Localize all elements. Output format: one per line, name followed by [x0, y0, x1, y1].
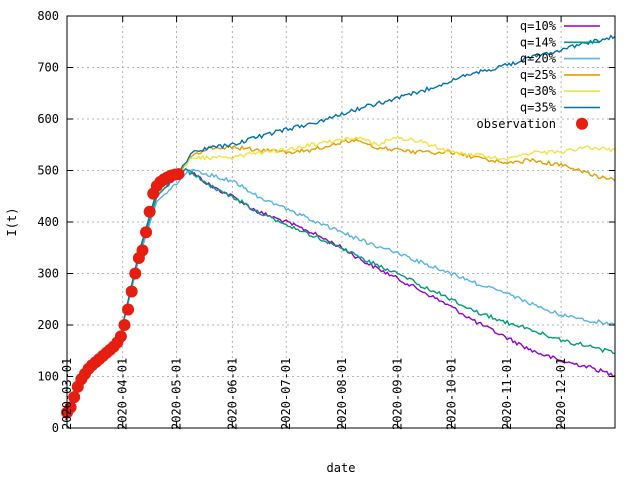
y-tick-label: 400	[37, 215, 59, 229]
legend-label: q=14%	[520, 35, 557, 49]
observation-point	[129, 267, 142, 280]
x-tick-label: 2020-04-01	[116, 358, 130, 430]
x-tick-label: 2020-07-01	[279, 358, 293, 430]
series-line-q=20%	[66, 168, 616, 413]
x-axis-label: date	[327, 461, 356, 475]
observation-point	[172, 168, 185, 181]
legend-label: q=25%	[520, 68, 557, 82]
legend-label: q=30%	[520, 84, 557, 98]
y-tick-label: 800	[37, 9, 59, 23]
observation-point	[136, 244, 149, 257]
observation-point	[140, 226, 153, 239]
x-tick-label: 2020-03-01	[60, 358, 74, 430]
legend-label: q=20%	[520, 52, 557, 66]
legend-swatch	[576, 117, 588, 130]
x-tick-label: 2020-05-01	[170, 358, 184, 430]
x-tick-label: 2020-09-01	[391, 358, 405, 430]
legend: q=10% q=14% q=20% q=25% q=30% q=35% observatio…	[477, 19, 600, 131]
x-tick-label: 2020-12-01	[554, 358, 568, 430]
y-tick-label: 300	[37, 267, 59, 281]
y-tick-label: 500	[37, 164, 59, 178]
observation-point	[125, 285, 138, 298]
x-tick-label: 2020-06-01	[225, 358, 239, 430]
observation-point	[68, 391, 81, 404]
observation-point	[118, 319, 131, 331]
observation-point	[114, 330, 127, 343]
y-tick-label: 100	[37, 370, 59, 384]
observation-point	[64, 401, 77, 414]
observation-point	[122, 303, 135, 316]
legend-label: q=10%	[520, 19, 557, 33]
observation-point	[143, 205, 156, 218]
grid-lines	[67, 16, 615, 428]
y-tick-label: 0	[52, 421, 59, 435]
legend-label: q=35%	[520, 101, 557, 115]
y-tick-label: 600	[37, 112, 59, 126]
axis-ticks: 0 100 200 300 400 500 600 700 800 2020-03-01 2020-…	[37, 9, 615, 435]
legend-label: observation	[477, 117, 556, 131]
y-tick-label: 700	[37, 61, 59, 75]
x-tick-label: 2020-11-01	[500, 358, 514, 430]
x-tick-label: 2020-08-01	[335, 358, 349, 430]
x-tick-label: 2020-10-01	[444, 358, 458, 430]
y-tick-label: 200	[37, 318, 59, 332]
y-axis-label: I(t)	[5, 208, 19, 237]
